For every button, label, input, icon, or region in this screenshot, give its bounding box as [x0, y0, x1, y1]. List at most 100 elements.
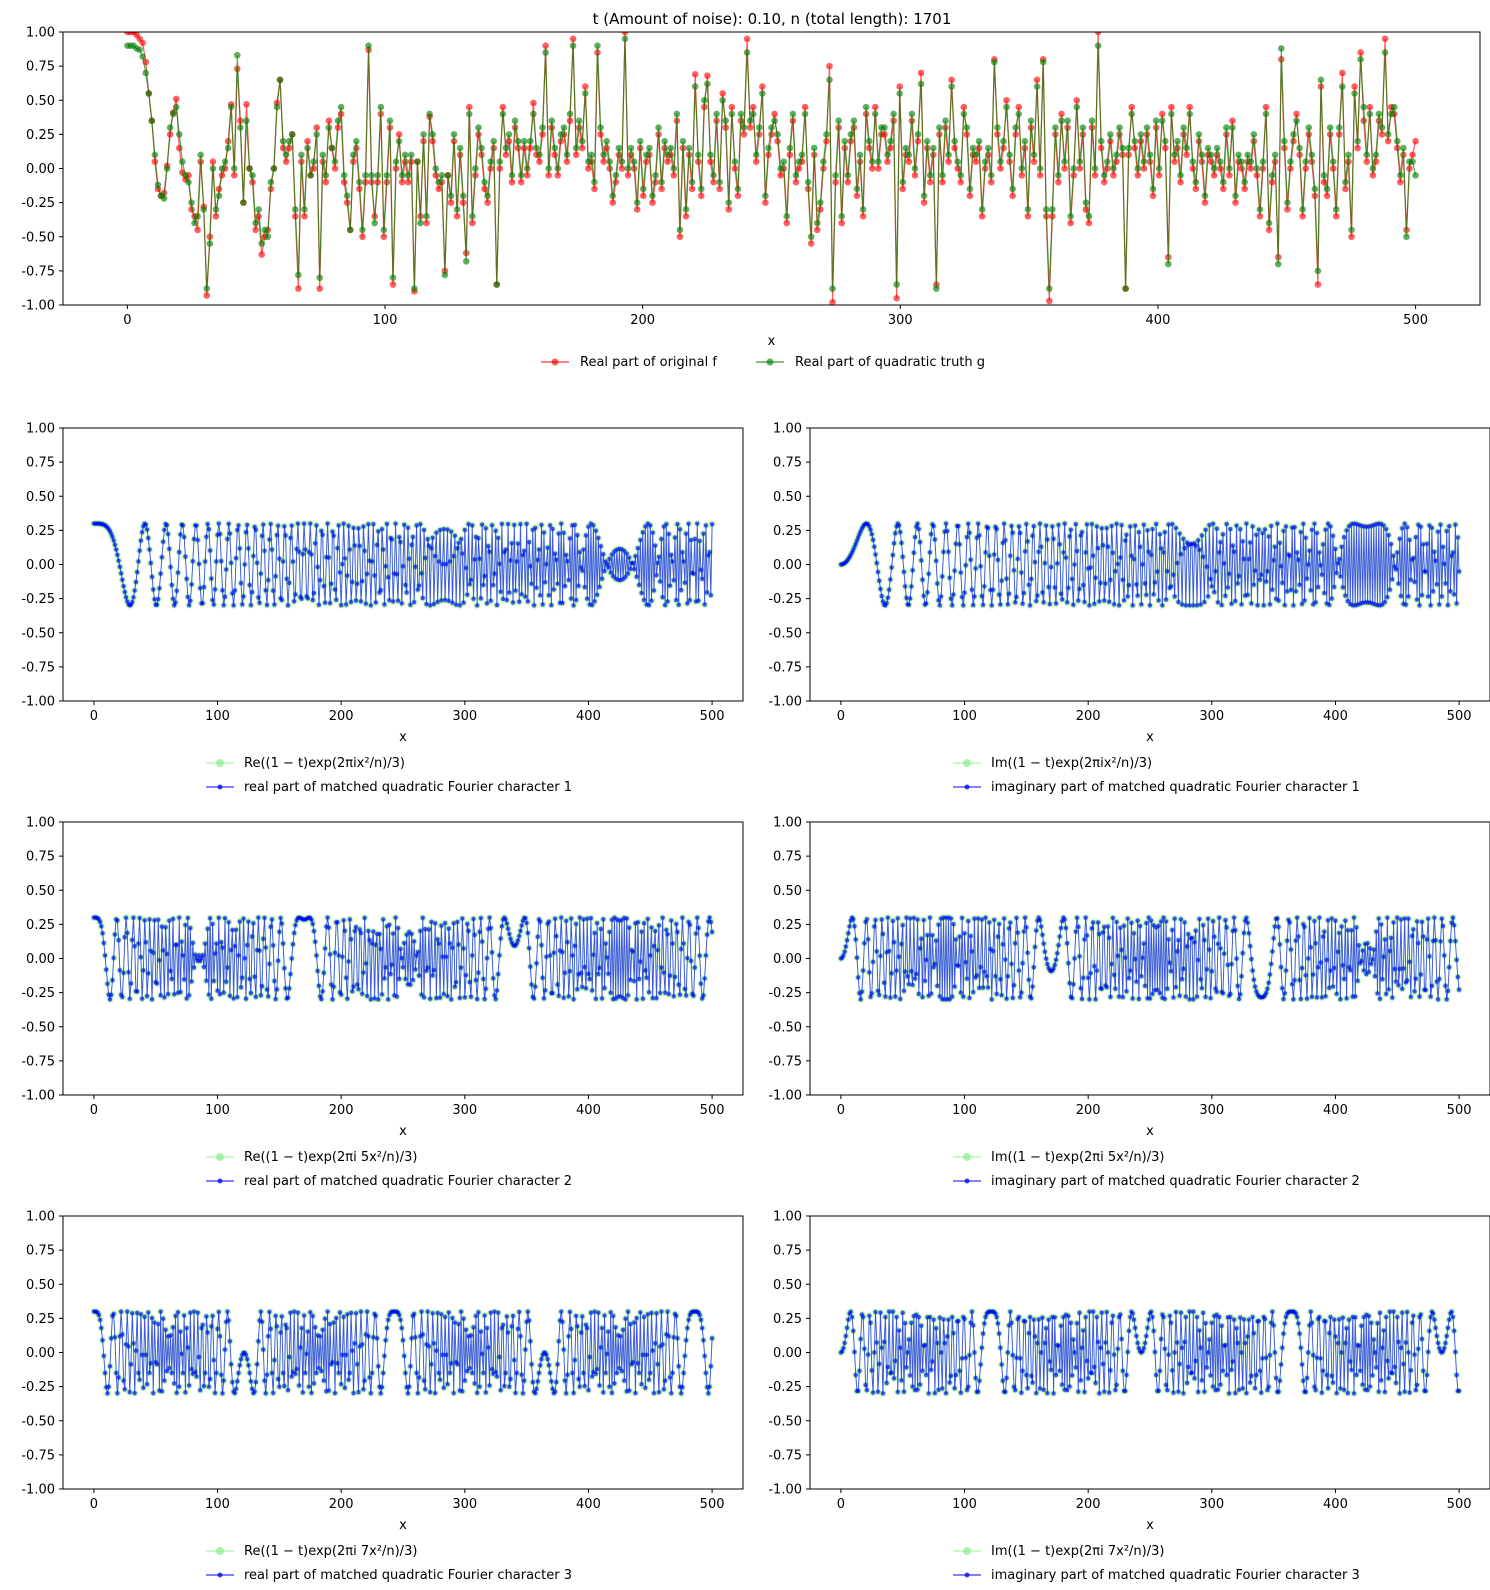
- data-point: [702, 602, 707, 607]
- data-point: [789, 110, 797, 118]
- data-point: [1357, 56, 1364, 63]
- data-point: [1411, 555, 1416, 561]
- data-point: [1360, 103, 1367, 111]
- data-point: [423, 555, 428, 561]
- data-point: [1365, 941, 1370, 946]
- data-point: [292, 930, 297, 936]
- data-point: [484, 199, 491, 206]
- data-point: [226, 920, 231, 925]
- data-point: [462, 258, 470, 265]
- data-point: [524, 521, 529, 526]
- data-point: [107, 997, 113, 1002]
- data-point: [1406, 916, 1411, 921]
- data-point: [127, 996, 132, 1001]
- data-point: [529, 581, 534, 586]
- data-point: [109, 992, 114, 997]
- data-point: [444, 172, 452, 179]
- data-point: [1281, 997, 1286, 1002]
- data-point: [271, 943, 276, 948]
- data-point: [149, 574, 155, 579]
- data-point: [111, 538, 116, 543]
- data-point: [1173, 985, 1179, 990]
- data-point: [1136, 996, 1141, 1002]
- data-point: [400, 564, 406, 569]
- data-point: [237, 124, 244, 131]
- data-point: [994, 526, 999, 532]
- data-point: [1045, 961, 1050, 967]
- data-point: [1267, 972, 1273, 977]
- data-point: [1070, 165, 1077, 172]
- data-point: [920, 995, 925, 1000]
- data-point: [1382, 937, 1388, 942]
- data-point: [926, 571, 931, 576]
- data-point: [350, 989, 355, 994]
- data-point: [919, 558, 924, 563]
- data-point: [328, 144, 336, 152]
- data-point: [597, 131, 604, 138]
- data-point: [164, 523, 169, 528]
- data-point: [1231, 915, 1237, 920]
- data-point: [1000, 144, 1007, 152]
- data-point: [675, 522, 680, 527]
- data-point: [961, 994, 966, 999]
- data-point: [795, 158, 803, 165]
- data-point: [229, 560, 234, 565]
- data-point: [1060, 597, 1065, 602]
- data-point: [1238, 992, 1243, 997]
- data-point: [169, 582, 174, 588]
- data-point: [893, 994, 898, 999]
- data-point: [1403, 602, 1409, 607]
- data-point: [1229, 601, 1234, 606]
- data-point: [1322, 590, 1327, 596]
- data-point: [357, 927, 362, 932]
- data-point: [386, 997, 391, 1002]
- data-point: [643, 158, 650, 165]
- data-point: [999, 993, 1004, 998]
- data-point: [1194, 994, 1200, 999]
- data-point: [1201, 192, 1209, 200]
- data-point: [273, 574, 278, 579]
- data-point: [316, 285, 324, 292]
- data-point: [138, 955, 143, 960]
- data-point: [1170, 927, 1175, 933]
- data-point: [336, 523, 341, 528]
- data-point: [829, 285, 836, 292]
- data-point: [859, 206, 867, 213]
- data-point: [421, 527, 427, 533]
- data-point: [1227, 571, 1232, 576]
- data-point: [843, 944, 848, 949]
- data-point: [1073, 522, 1078, 527]
- data-point: [248, 991, 254, 996]
- data-point: [1003, 96, 1010, 104]
- data-point: [1378, 124, 1386, 131]
- data-point: [459, 536, 464, 542]
- data-point: [1314, 281, 1322, 288]
- data-point: [177, 550, 182, 555]
- data-point: [731, 158, 739, 165]
- data-point: [1244, 915, 1249, 920]
- data-point: [1053, 601, 1059, 606]
- data-point: [267, 961, 272, 966]
- data-point: [486, 543, 491, 549]
- data-point: [194, 226, 201, 234]
- data-point: [1367, 946, 1373, 951]
- data-point: [269, 917, 275, 922]
- data-point: [374, 542, 380, 547]
- data-point: [978, 965, 983, 970]
- data-point: [884, 158, 891, 165]
- data-point: [348, 599, 354, 605]
- data-point: [985, 985, 991, 990]
- data-point: [149, 997, 155, 1002]
- data-point: [121, 584, 126, 589]
- data-point: [1092, 964, 1097, 969]
- x-tick-label: 500: [700, 709, 725, 724]
- data-point: [1142, 581, 1148, 586]
- data-point: [670, 165, 678, 172]
- data-point: [360, 991, 365, 996]
- data-point: [899, 178, 907, 186]
- data-point: [969, 949, 975, 954]
- data-point: [310, 921, 315, 927]
- data-point: [628, 566, 633, 572]
- data-point: [468, 577, 474, 583]
- data-point: [437, 995, 443, 1000]
